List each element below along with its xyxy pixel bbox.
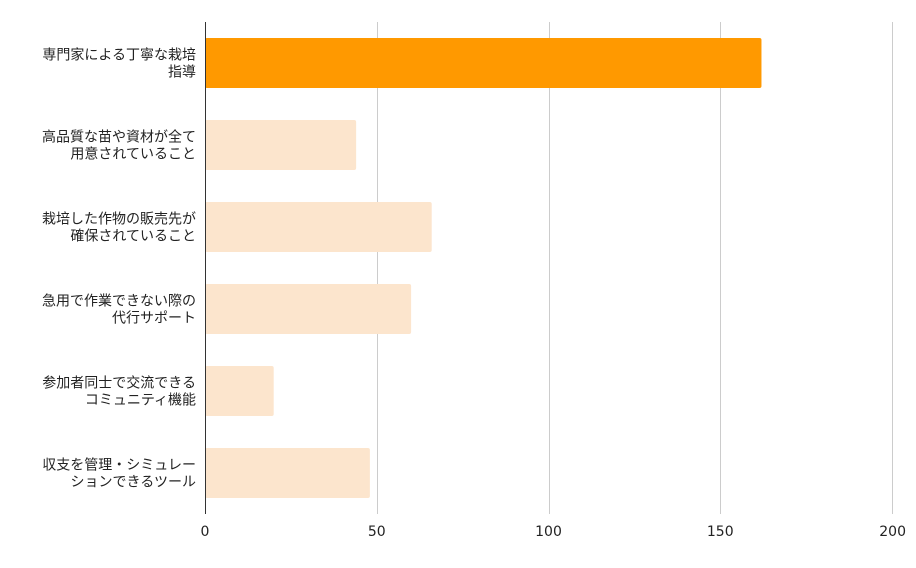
category-label-5: 収支を管理・シミュレーションできるツール: [42, 458, 196, 491]
x-tick-label-100: 100: [535, 524, 562, 540]
bar-2: [205, 202, 432, 252]
bar-0: [205, 38, 762, 88]
x-tick-label-200: 200: [879, 524, 906, 540]
category-label-line: 高品質な苗や資材が全て: [42, 129, 196, 146]
category-label-2: 栽培した作物の販売先が確保されていること: [42, 212, 196, 245]
bar-3: [205, 284, 412, 334]
category-label-line: コミュニティ機能: [85, 393, 196, 409]
category-label-line: 栽培した作物の販売先が: [42, 212, 196, 228]
bar-4: [205, 366, 274, 416]
category-label-line: 用意されていること: [70, 146, 196, 163]
category-label-line: 急用で作業できない際の: [42, 294, 196, 310]
category-label-line: 代行サポート: [112, 311, 196, 327]
category-label-line: 専門家による丁寧な栽培: [42, 47, 196, 64]
category-label-3: 急用で作業できない際の代行サポート: [42, 294, 196, 327]
category-label-1: 高品質な苗や資材が全て用意されていること: [42, 129, 196, 163]
category-label-line: ションできるツール: [71, 475, 196, 491]
category-label-4: 参加者同士で交流できるコミュニティ機能: [42, 375, 196, 409]
x-tick-label-0: 0: [201, 524, 210, 540]
x-tick-label-50: 50: [368, 524, 386, 540]
category-label-line: 指導: [168, 65, 196, 81]
category-label-line: 収支を管理・シミュレー: [42, 458, 196, 474]
bar-5: [205, 448, 370, 498]
bar-1: [205, 120, 357, 170]
x-tick-label-150: 150: [707, 524, 734, 540]
category-label-0: 専門家による丁寧な栽培指導: [42, 47, 196, 81]
category-label-line: 確保されていること: [70, 229, 196, 245]
category-label-line: 参加者同士で交流できる: [42, 375, 196, 392]
